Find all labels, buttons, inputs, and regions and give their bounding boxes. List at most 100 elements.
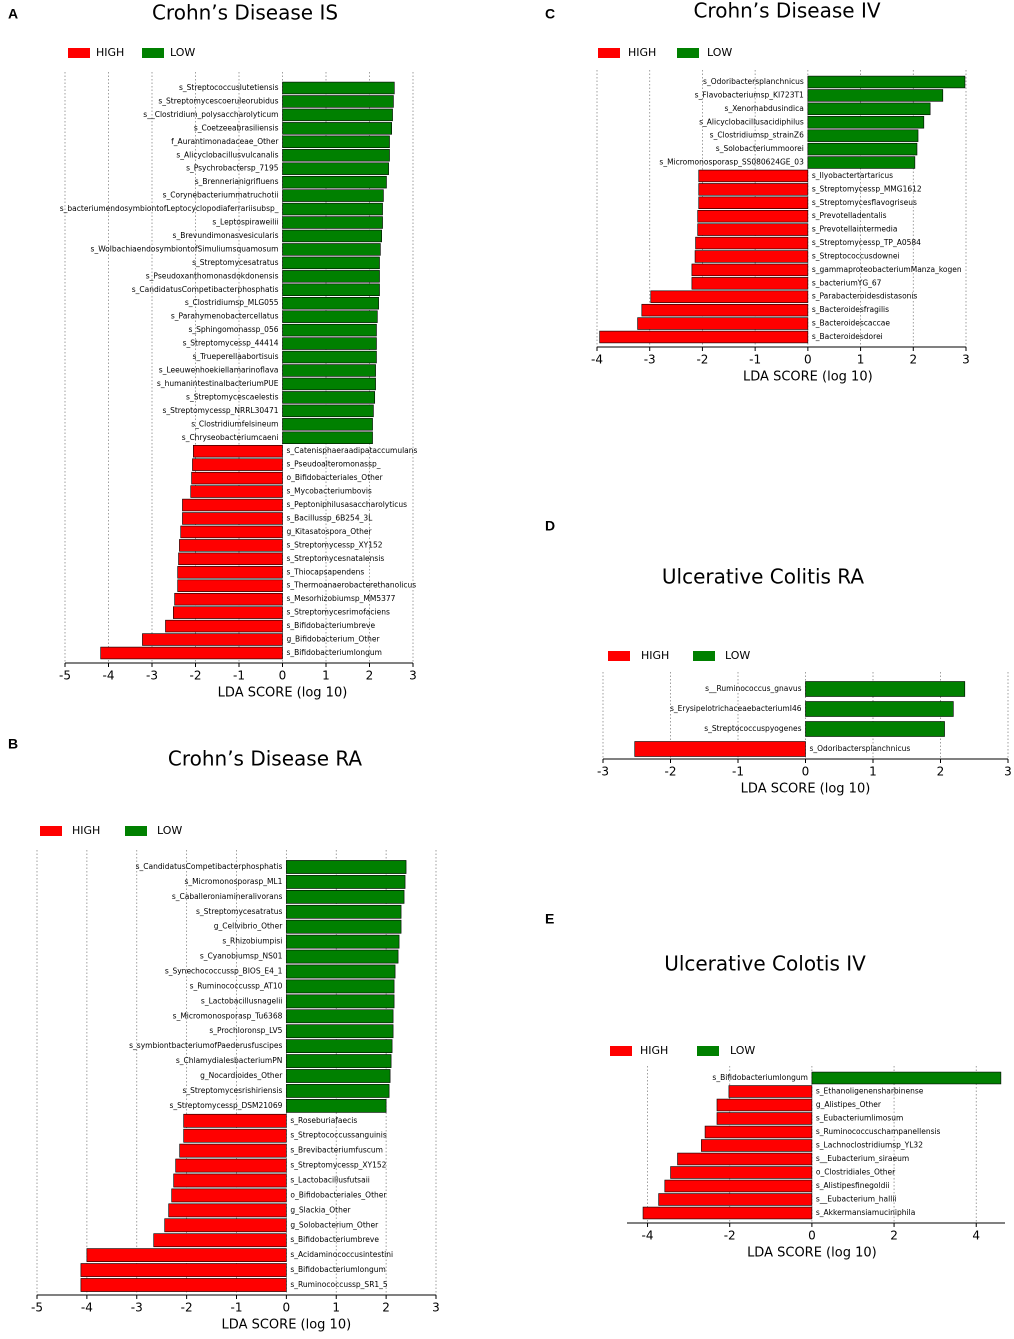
bar	[642, 1206, 813, 1220]
x-tick-label: 3	[432, 1301, 440, 1315]
bar	[175, 1158, 287, 1173]
bar	[698, 196, 809, 209]
bar	[282, 297, 379, 310]
panel-letter: D	[545, 518, 555, 534]
bar	[282, 364, 376, 377]
legend-label: LOW	[725, 649, 750, 662]
bar	[704, 1125, 813, 1139]
category-label: s_Streptococcusdownei	[812, 251, 900, 260]
legend-swatch	[610, 1046, 632, 1056]
x-tick-label: 2	[366, 669, 374, 683]
bar	[191, 471, 283, 485]
category-label: s_Streptomycescaelestis	[186, 392, 279, 401]
x-tick-label: 2	[890, 1229, 898, 1243]
legend-swatch	[677, 48, 699, 58]
bar	[282, 377, 376, 391]
category-label: s_Mycobacteriumbovis	[287, 487, 372, 496]
bar	[807, 129, 919, 142]
bar	[282, 189, 384, 202]
x-tick-label: -1	[233, 669, 245, 683]
category-label: s_Prevotelladentalis	[812, 211, 887, 220]
category-label: s_ErysipelotrichaceaebacteriumI46	[670, 704, 802, 713]
category-label: s_Clostridiumsp_strainZ6	[710, 131, 804, 140]
bar	[80, 1263, 287, 1277]
bar	[179, 539, 283, 552]
legend-label: HIGH	[96, 46, 124, 59]
bar	[286, 904, 402, 919]
bar	[807, 102, 931, 116]
x-tick-label: -4	[103, 669, 115, 683]
bar	[164, 1218, 287, 1233]
category-label: s_Peptoniphilusasaccharolyticus	[287, 500, 408, 509]
category-label: s_Sphingomonassp_056	[188, 325, 278, 334]
bar	[694, 250, 809, 263]
bar	[282, 391, 376, 404]
panel-letter: E	[545, 911, 554, 927]
legend-swatch	[693, 651, 715, 661]
category-label: s_Brennerianigrifluens	[195, 177, 279, 186]
x-tick-label: 2	[937, 765, 945, 779]
legend-swatch	[598, 48, 620, 58]
category-label: o_Clostridiales_Other	[816, 1168, 896, 1177]
bar	[282, 229, 382, 243]
bar	[286, 1084, 390, 1098]
bar	[179, 1143, 287, 1158]
x-axis-label: LDA SCORE (log 10)	[218, 686, 348, 701]
x-tick-label: -3	[146, 669, 158, 683]
bar	[183, 1128, 287, 1143]
category-label: s_Ilyobactertartaricus	[812, 171, 893, 180]
category-label: s_Bacteroidesdorei	[812, 332, 883, 341]
x-tick-label: 0	[279, 669, 287, 683]
bar	[286, 1009, 394, 1024]
legend-label: LOW	[707, 46, 732, 59]
bar	[286, 1024, 394, 1039]
bar	[286, 875, 406, 889]
category-label: s_Micromonosporasp_Tu6368	[173, 1011, 283, 1020]
category-label: s_Pseudoxanthomonasdokdonensis	[146, 271, 279, 280]
bar	[174, 592, 283, 606]
x-tick-label: 4	[972, 1229, 980, 1243]
category-label: s_Streptomycessp_44414	[183, 339, 279, 348]
category-label: s_Prochloronsp_LV5	[209, 1026, 282, 1035]
category-label: s_Ruminococcussp_AT10	[190, 981, 283, 990]
bar	[286, 1069, 391, 1083]
bar	[637, 317, 809, 330]
bar	[173, 1173, 287, 1188]
category-label: s_Alistipesfinegoldii	[816, 1181, 890, 1190]
x-tick-label: 0	[808, 1229, 816, 1243]
category-label: s_Coetzeeabrasiliensis	[194, 123, 279, 132]
category-label: s_Caballeroniamineralivorans	[172, 892, 283, 901]
bar	[171, 1188, 287, 1203]
category-label: s_Ruminococcussp_SR1_5	[290, 1280, 388, 1289]
chart-title: Crohn’s Disease RA	[168, 747, 363, 771]
category-label: s_Brevundimonasvesicularis	[173, 231, 279, 240]
category-label: s_bacteriumendosymbiontofLeptocyclopodia…	[60, 204, 279, 213]
chart-title: Ulcerative Colotis IV	[664, 952, 866, 976]
bar	[691, 277, 809, 290]
legend-label: HIGH	[628, 46, 656, 59]
category-label: s_Odoribactersplanchnicus	[810, 744, 911, 753]
category-label: s_Streptomycessp_MMG1612	[812, 184, 922, 193]
category-label: s_Bifidobacteriumlongum	[287, 648, 382, 657]
bar	[677, 1152, 813, 1166]
x-tick-label: -3	[597, 765, 609, 779]
bar	[282, 135, 390, 149]
category-label: s_Thermoanaerobacterethanolicus	[287, 581, 417, 590]
x-tick-label: 0	[283, 1301, 291, 1315]
category-label: s_Micromonosporasp_ML1	[185, 877, 283, 886]
category-label: s_Mesorhizobiumsp_MM5377	[287, 594, 396, 603]
x-tick-label: -1	[749, 353, 761, 367]
bar	[807, 116, 925, 129]
bar	[286, 1039, 393, 1054]
category-label: g_Bifidobacterium_Other	[287, 635, 381, 644]
category-label: s_Streptococcuslutetiensis	[179, 83, 279, 92]
legend-swatch	[68, 48, 90, 58]
legend-label: HIGH	[72, 824, 100, 837]
category-label: s_Psychrobactersp_7195	[186, 164, 279, 173]
category-label: g_Solobacterium_Other	[290, 1220, 379, 1229]
bar	[728, 1085, 813, 1098]
category-label: g_Nocardioides_Other	[200, 1071, 283, 1080]
bar	[80, 1278, 287, 1292]
category-label: s_Alicyclobacillusvulcanalis	[176, 150, 278, 159]
